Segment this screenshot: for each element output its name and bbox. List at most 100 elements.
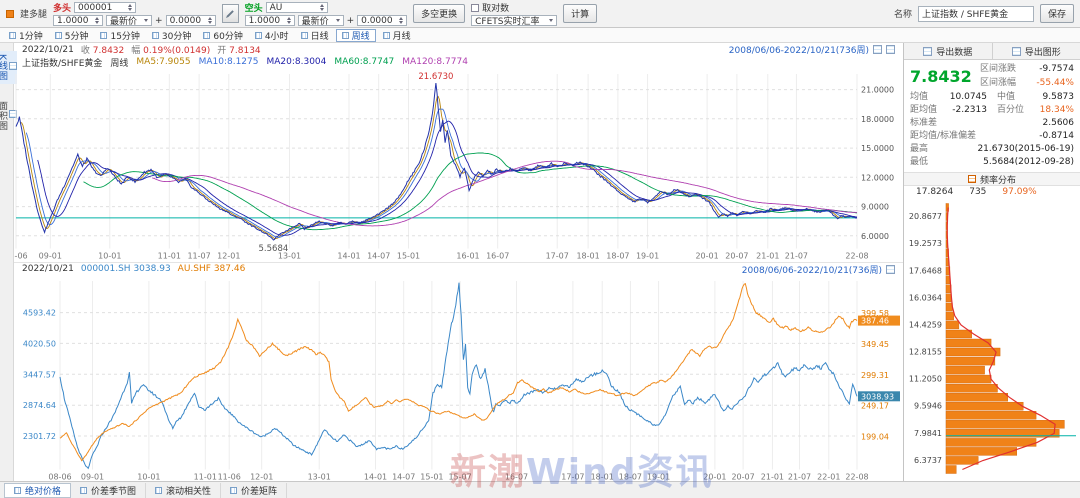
export-data-button[interactable]: 导出数据 xyxy=(904,43,993,59)
svg-text:21.0000: 21.0000 xyxy=(861,86,894,95)
overlay-chart-plot[interactable]: 08-06 09-01 10-01 11-01 11-06 12-01 13-01 14-01… xyxy=(14,276,903,482)
long-price-type-select[interactable]: 最新价 xyxy=(106,15,153,27)
edit-leg-button[interactable] xyxy=(221,4,239,23)
svg-text:08-06: 08-06 xyxy=(48,472,71,481)
stepper-icon[interactable] xyxy=(286,17,291,24)
tab-icon xyxy=(230,486,238,494)
overlay-chart-block: 2022/10/21 000001.SH 3038.93 AU.SHF 387.… xyxy=(14,263,903,482)
timeframe-tab-7[interactable]: 日线 xyxy=(296,29,334,42)
long-label: 多头 xyxy=(53,4,72,14)
chart-type-tab-1[interactable]: K线图 xyxy=(0,51,17,84)
cursor-value: 17.8264 xyxy=(916,187,954,197)
candlestick-icon xyxy=(341,31,349,39)
name-input[interactable]: 上证指数 / SHFE黄金 xyxy=(917,5,1034,22)
timeframe-tab-5[interactable]: 60分钟 xyxy=(198,29,247,42)
timeframe-tab-4[interactable]: 30分钟 xyxy=(147,29,196,42)
svg-text:18-01: 18-01 xyxy=(576,252,599,261)
ratio-title: 上证指数/SHFE黄金 xyxy=(22,58,103,69)
series2-name: AU.SHF xyxy=(177,264,211,274)
calculate-button[interactable]: 计算 xyxy=(563,4,598,23)
svg-text:11.2050: 11.2050 xyxy=(909,375,942,384)
frequency-histogram[interactable]: 20.8677 19.2573 17.6468 16.0364 14.4259 12.81… xyxy=(904,198,1080,481)
long-qty-input[interactable]: 1.0000 xyxy=(53,15,104,26)
long-code-input[interactable]: 000001 xyxy=(74,2,137,13)
stepper-icon[interactable] xyxy=(399,17,404,24)
stepper-icon[interactable] xyxy=(128,4,133,11)
svg-text:16-07: 16-07 xyxy=(486,252,509,261)
timeframe-tab-8[interactable]: 周线 xyxy=(335,28,376,42)
svg-text:12-01: 12-01 xyxy=(250,472,273,481)
ratio-date: 2022/10/21 xyxy=(22,44,74,55)
short-leg-group: 空头 AU 1.0000 最新价 + 0.0000 xyxy=(244,1,408,27)
long-offset-input[interactable]: 0.0000 xyxy=(165,15,216,26)
svg-text:09-01: 09-01 xyxy=(81,472,104,481)
stepper-icon[interactable] xyxy=(319,4,324,11)
camera-icon[interactable] xyxy=(886,45,895,54)
svg-text:08-06: 08-06 xyxy=(14,252,28,261)
bottom-tab-4[interactable]: 价差矩阵 xyxy=(221,482,288,498)
ratio-close: 7.8432 xyxy=(92,46,125,56)
build-leg-label: 建多腿 xyxy=(20,10,48,20)
svg-text:14.4259: 14.4259 xyxy=(909,321,942,330)
svg-text:20-01: 20-01 xyxy=(703,472,726,481)
histogram-icon xyxy=(967,175,976,183)
svg-text:11-01: 11-01 xyxy=(194,472,217,481)
candlestick-icon xyxy=(300,31,308,39)
ratio-chart-plot[interactable]: 08-06 09-01 10-01 11-01 11-07 12-01 13-01 14-01… xyxy=(14,68,903,262)
tab-icon xyxy=(155,486,163,494)
svg-text:2301.72: 2301.72 xyxy=(23,432,56,441)
svg-text:7.9841: 7.9841 xyxy=(914,429,942,438)
svg-text:17-07: 17-07 xyxy=(561,472,584,481)
std-value: 2.5606 xyxy=(1042,118,1075,128)
stepper-icon[interactable] xyxy=(207,17,212,24)
svg-text:16-01: 16-01 xyxy=(456,252,479,261)
timeframe-tab-9[interactable]: 月线 xyxy=(378,29,416,42)
magnifier-icon[interactable] xyxy=(873,45,882,54)
short-code-input[interactable]: AU xyxy=(265,2,328,13)
stepper-icon[interactable] xyxy=(95,17,100,24)
bottom-tab-2[interactable]: 价差季节图 xyxy=(71,482,147,498)
short-offset-input[interactable]: 0.0000 xyxy=(357,15,408,26)
series1-name: 000001.SH xyxy=(80,264,131,274)
ma-legend-item: MA10:8.1275 xyxy=(198,57,259,67)
timeframe-tab-2[interactable]: 5分钟 xyxy=(50,29,94,42)
svg-text:15-01: 15-01 xyxy=(397,252,420,261)
svg-text:299.31: 299.31 xyxy=(861,370,889,379)
save-button[interactable]: 保存 xyxy=(1039,4,1074,23)
bottom-tab-1[interactable]: 绝对价格 xyxy=(4,482,72,498)
svg-text:17-07: 17-07 xyxy=(546,252,569,261)
candlestick-icon xyxy=(151,31,159,39)
overlay-range-label: 2008/06/06-2022/10/21(736周) xyxy=(742,263,895,276)
svg-text:18-07: 18-07 xyxy=(619,472,642,481)
log-checkbox[interactable]: 取对数 xyxy=(471,1,557,14)
svg-text:12.8155: 12.8155 xyxy=(909,348,942,357)
svg-text:20-01: 20-01 xyxy=(695,252,718,261)
fx-rate-select[interactable]: CFETS实时汇率 xyxy=(471,15,558,27)
swap-long-short-button[interactable]: 多空更换 xyxy=(413,4,466,23)
log-fx-group: 取对数 CFETS实时汇率 xyxy=(471,1,558,27)
timeframe-tab-6[interactable]: 4小时 xyxy=(250,29,294,42)
svg-text:19-01: 19-01 xyxy=(647,472,670,481)
candlestick-icon xyxy=(254,31,262,39)
tab-icon xyxy=(80,486,88,494)
timeframe-tab-3[interactable]: 15分钟 xyxy=(95,29,144,42)
short-qty-input[interactable]: 1.0000 xyxy=(244,15,295,26)
bottom-tab-3[interactable]: 滚动相关性 xyxy=(146,482,222,498)
cursor-count: 735 xyxy=(969,187,987,197)
pencil-icon xyxy=(226,9,234,18)
svg-text:12-01: 12-01 xyxy=(217,252,240,261)
export-image-button[interactable]: 导出图形 xyxy=(992,43,1080,59)
short-price-type-select[interactable]: 最新价 xyxy=(297,15,344,27)
app-icon xyxy=(6,9,14,18)
svg-text:11-01: 11-01 xyxy=(158,252,181,261)
long-leg-group: 多头 000001 1.0000 最新价 + 0.0000 xyxy=(53,1,216,27)
camera-icon[interactable] xyxy=(886,264,895,274)
cursor-percentile: 97.09% xyxy=(1002,187,1037,197)
svg-text:12.0000: 12.0000 xyxy=(861,173,894,182)
svg-text:199.04: 199.04 xyxy=(861,432,889,441)
top-toolbar: 建多腿 多头 000001 1.0000 最新价 + 0.000 xyxy=(0,0,1080,28)
ratio-legend: 上证指数/SHFE黄金 周线 MA5:7.9055 MA10:8.1275 MA20… xyxy=(14,56,903,69)
ma-legend-item: MA5:7.9055 xyxy=(136,57,191,67)
timeframe-tab-1[interactable]: 1分钟 xyxy=(4,29,48,42)
histogram-cursor-stats: 17.8264 735 97.09% xyxy=(904,186,1080,198)
